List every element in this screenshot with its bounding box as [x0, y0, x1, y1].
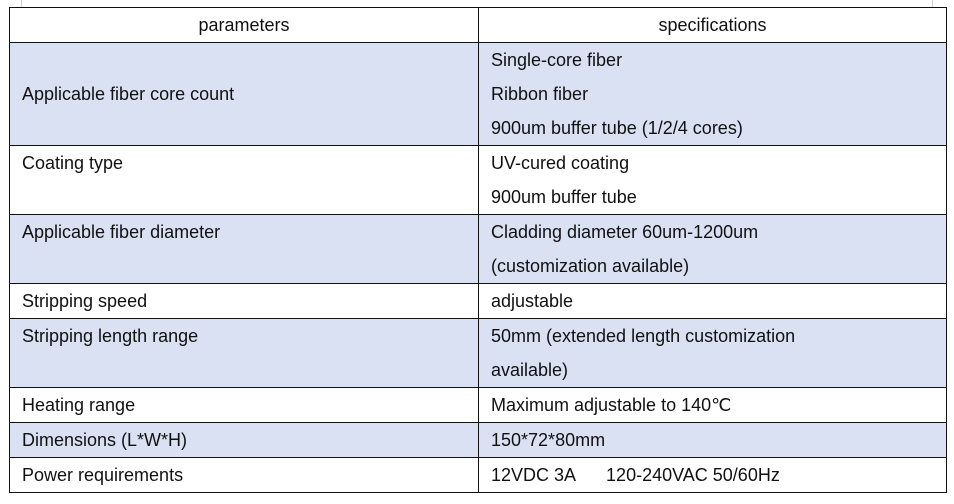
specification-line: UV-cured coating: [491, 153, 630, 173]
specification-cell: Single-core fiber Ribbon fiber 900um buffe…: [478, 42, 947, 146]
table-row: Dimensions (L*W*H) 150*72*80mm: [9, 422, 947, 458]
specification-cell: 150*72*80mm: [478, 422, 947, 458]
specification-line: Ribbon fiber: [491, 84, 589, 104]
specification-line: Maximum adjustable to 140℃: [491, 395, 732, 415]
header-specifications: specifications: [478, 7, 947, 43]
table-row: Applicable fiber diameter Cladding diamet…: [9, 214, 947, 284]
specification-cell: 50mm (extended length customization avail…: [478, 318, 947, 388]
specification-line: 12VDC 3A 120-240VAC 50/60Hz: [491, 465, 780, 485]
specification-cell: adjustable: [478, 283, 947, 319]
page-guide-line: [21, 0, 22, 7]
specification-line: 50mm (extended length customization: [491, 326, 796, 346]
specification-line: adjustable: [491, 291, 574, 311]
parameter-cell: Applicable fiber core count: [9, 42, 479, 146]
table-header-row: parameters specifications: [9, 7, 947, 43]
specification-cell: Maximum adjustable to 140℃: [478, 387, 947, 423]
table-row: Power requirements 12VDC 3A 120-240VAC 50…: [9, 457, 947, 493]
specification-line: 900um buffer tube: [491, 187, 637, 207]
parameter-cell: Dimensions (L*W*H): [9, 422, 479, 458]
parameter-cell: Coating type: [9, 145, 479, 215]
table-row: Coating type UV-cured coating 900um buffer…: [9, 145, 947, 215]
specification-line: 150*72*80mm: [491, 430, 606, 450]
parameter-cell: Stripping speed: [9, 283, 479, 319]
table-row: Heating range Maximum adjustable to 140℃: [9, 387, 947, 423]
table-row: Stripping speed adjustable: [9, 283, 947, 319]
specification-line: Cladding diameter 60um-1200um: [491, 222, 759, 242]
header-parameters: parameters: [9, 7, 479, 43]
parameter-cell: Power requirements: [9, 457, 479, 493]
parameter-cell: Applicable fiber diameter: [9, 214, 479, 284]
specification-line: 900um buffer tube (1/2/4 cores): [491, 118, 743, 138]
specification-cell: UV-cured coating 900um buffer tube: [478, 145, 947, 215]
specification-cell: 12VDC 3A 120-240VAC 50/60Hz: [478, 457, 947, 493]
specification-line: (customization available): [491, 256, 690, 276]
table-row: Stripping length range 50mm (extended len…: [9, 318, 947, 388]
parameter-cell: Heating range: [9, 387, 479, 423]
parameter-cell: Stripping length range: [9, 318, 479, 388]
specification-cell: Cladding diameter 60um-1200um (customizat…: [478, 214, 947, 284]
specification-line: available): [491, 360, 569, 380]
table-row: Applicable fiber core count Single-core f…: [9, 42, 947, 146]
page-guide-line: [932, 0, 933, 7]
specification-line: Single-core fiber: [491, 50, 623, 70]
specifications-table: parameters specifications Applicable fib…: [9, 7, 947, 493]
